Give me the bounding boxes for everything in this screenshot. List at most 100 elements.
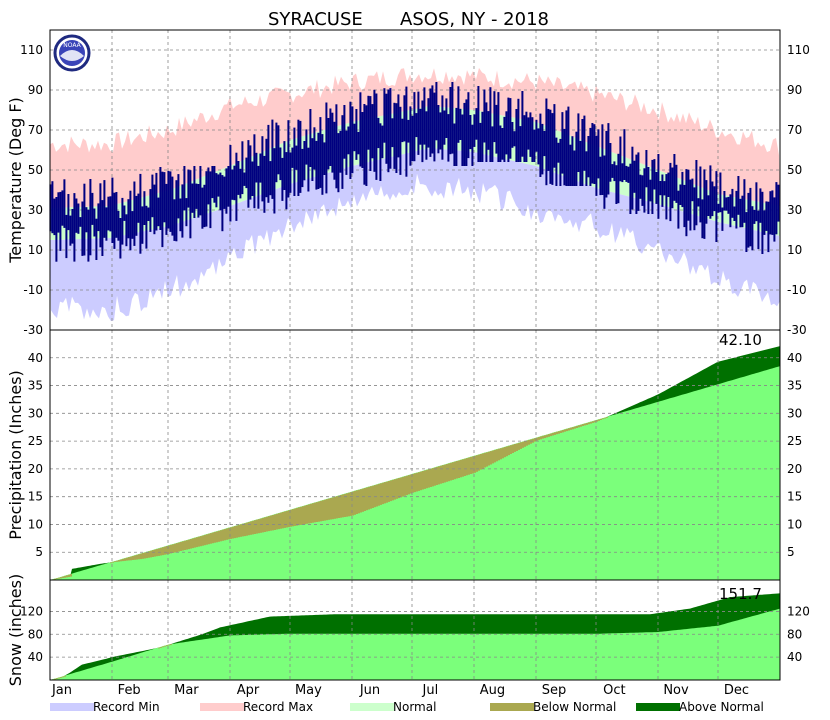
observed-day-bar <box>777 184 780 222</box>
precipitation-below-normal <box>598 419 600 421</box>
observed-day-bar <box>451 82 454 154</box>
observed-day-bar <box>201 187 204 229</box>
observed-day-bar <box>351 106 354 174</box>
observed-day-bar <box>771 190 774 235</box>
precipitation-below-normal <box>416 472 418 492</box>
precipitation-below-normal <box>500 448 502 460</box>
precipitation-below-normal <box>522 441 524 448</box>
observed-day-bar <box>443 110 446 145</box>
observed-day-bar <box>227 166 230 207</box>
observed-day-bar <box>655 172 658 204</box>
precipitation-below-normal <box>200 536 202 547</box>
month-label: Nov <box>663 683 689 698</box>
precipitation-below-normal <box>414 473 416 493</box>
observed-day-bar <box>83 183 86 256</box>
precipitation-below-normal <box>440 465 442 484</box>
observed-day-bar <box>137 193 140 223</box>
observed-day-bar <box>73 193 76 262</box>
observed-day-bar <box>457 86 460 143</box>
precipitation-below-normal <box>218 530 220 542</box>
precipitation-below-normal <box>540 436 542 440</box>
observed-day-bar <box>155 172 158 231</box>
observed-day-bar <box>139 173 142 254</box>
observed-day-bar <box>425 111 428 160</box>
observed-day-bar <box>567 106 570 186</box>
precipitation-below-normal <box>168 545 170 554</box>
observed-day-bar <box>207 167 210 205</box>
observed-day-bar <box>395 103 398 173</box>
observed-day-bar <box>177 174 180 219</box>
snow-grid <box>50 580 780 680</box>
temperature-tick-left: 70 <box>28 123 43 137</box>
precipitation-below-normal <box>322 500 324 521</box>
precipitation-below-normal <box>180 541 182 551</box>
observed-day-bar <box>455 107 458 166</box>
precipitation-below-normal <box>580 424 582 427</box>
observed-day-bar <box>255 152 258 183</box>
observed-day-bar <box>147 207 150 221</box>
snow-below-normal <box>162 646 164 648</box>
observed-day-bar <box>733 206 736 221</box>
precipitation-below-normal <box>376 484 378 507</box>
precipitation-below-normal <box>428 469 430 488</box>
temperature-tick-left: 50 <box>28 163 43 177</box>
precipitation-below-normal <box>368 486 370 510</box>
observed-day-bar <box>569 144 572 186</box>
precipitation-below-normal <box>320 500 322 522</box>
precipitation-below-normal <box>62 576 64 578</box>
observed-day-bar <box>649 179 652 202</box>
precipitation-below-normal <box>142 553 144 559</box>
precipitation-below-normal <box>548 434 550 437</box>
observed-day-bar <box>577 113 580 172</box>
precipitation-tick-left: 20 <box>28 462 43 476</box>
observed-day-bar <box>713 186 716 212</box>
observed-day-bar <box>607 123 610 195</box>
precipitation-below-normal <box>584 423 586 426</box>
record-min-band <box>50 148 780 322</box>
observed-day-bar <box>101 200 104 256</box>
observed-day-bar <box>499 125 502 162</box>
precipitation-below-normal <box>466 458 468 476</box>
observed-day-bar <box>515 109 518 162</box>
observed-day-bar <box>65 214 68 259</box>
observed-day-bar <box>471 124 474 166</box>
precipitation-below-normal <box>494 449 496 463</box>
observed-day-bar <box>235 152 238 221</box>
snow-ticks: 40 40 80 80 120 120 <box>20 604 810 664</box>
observed-day-bar <box>223 176 226 209</box>
month-label: Sep <box>542 683 567 698</box>
precipitation-below-normal <box>140 553 142 560</box>
observed-day-bar <box>181 184 184 238</box>
observed-day-bar <box>129 190 132 251</box>
observed-day-bar <box>59 191 62 251</box>
observed-day-bar <box>315 140 318 190</box>
observed-day-bar <box>279 147 282 181</box>
precipitation-below-normal <box>518 442 520 450</box>
observed-day-bar <box>673 154 676 201</box>
observed-day-bar <box>523 115 526 162</box>
observed-day-bar <box>741 195 744 228</box>
observed-day-bar <box>141 206 144 244</box>
precipitation-below-normal <box>234 526 236 539</box>
month-label: Dec <box>724 683 749 698</box>
observed-day-bar <box>695 160 698 226</box>
observed-day-bar <box>401 118 404 143</box>
precipitation-below-normal <box>310 503 312 524</box>
temperature-ylabel: Temperature (Deg F) <box>6 97 25 264</box>
logo-gull <box>60 50 84 61</box>
snow-below-normal <box>168 644 170 646</box>
observed-day-bar <box>229 145 232 222</box>
observed-day-bar <box>435 82 438 141</box>
precipitation-below-normal <box>114 561 116 562</box>
precipitation-tick-right: 5 <box>787 545 795 559</box>
observed-day-bar <box>469 115 472 150</box>
chart-title: SYRACUSE ASOS, NY - 2018 <box>268 9 549 30</box>
precipitation-below-normal <box>388 481 390 502</box>
precipitation-below-normal <box>190 539 192 549</box>
observed-day-bar <box>199 166 202 216</box>
observed-day-bar <box>113 192 116 249</box>
precipitation-below-normal <box>356 490 358 514</box>
precipitation-grid <box>50 330 780 580</box>
precipitation-below-normal <box>120 559 122 562</box>
precipitation-below-normal <box>576 425 578 428</box>
